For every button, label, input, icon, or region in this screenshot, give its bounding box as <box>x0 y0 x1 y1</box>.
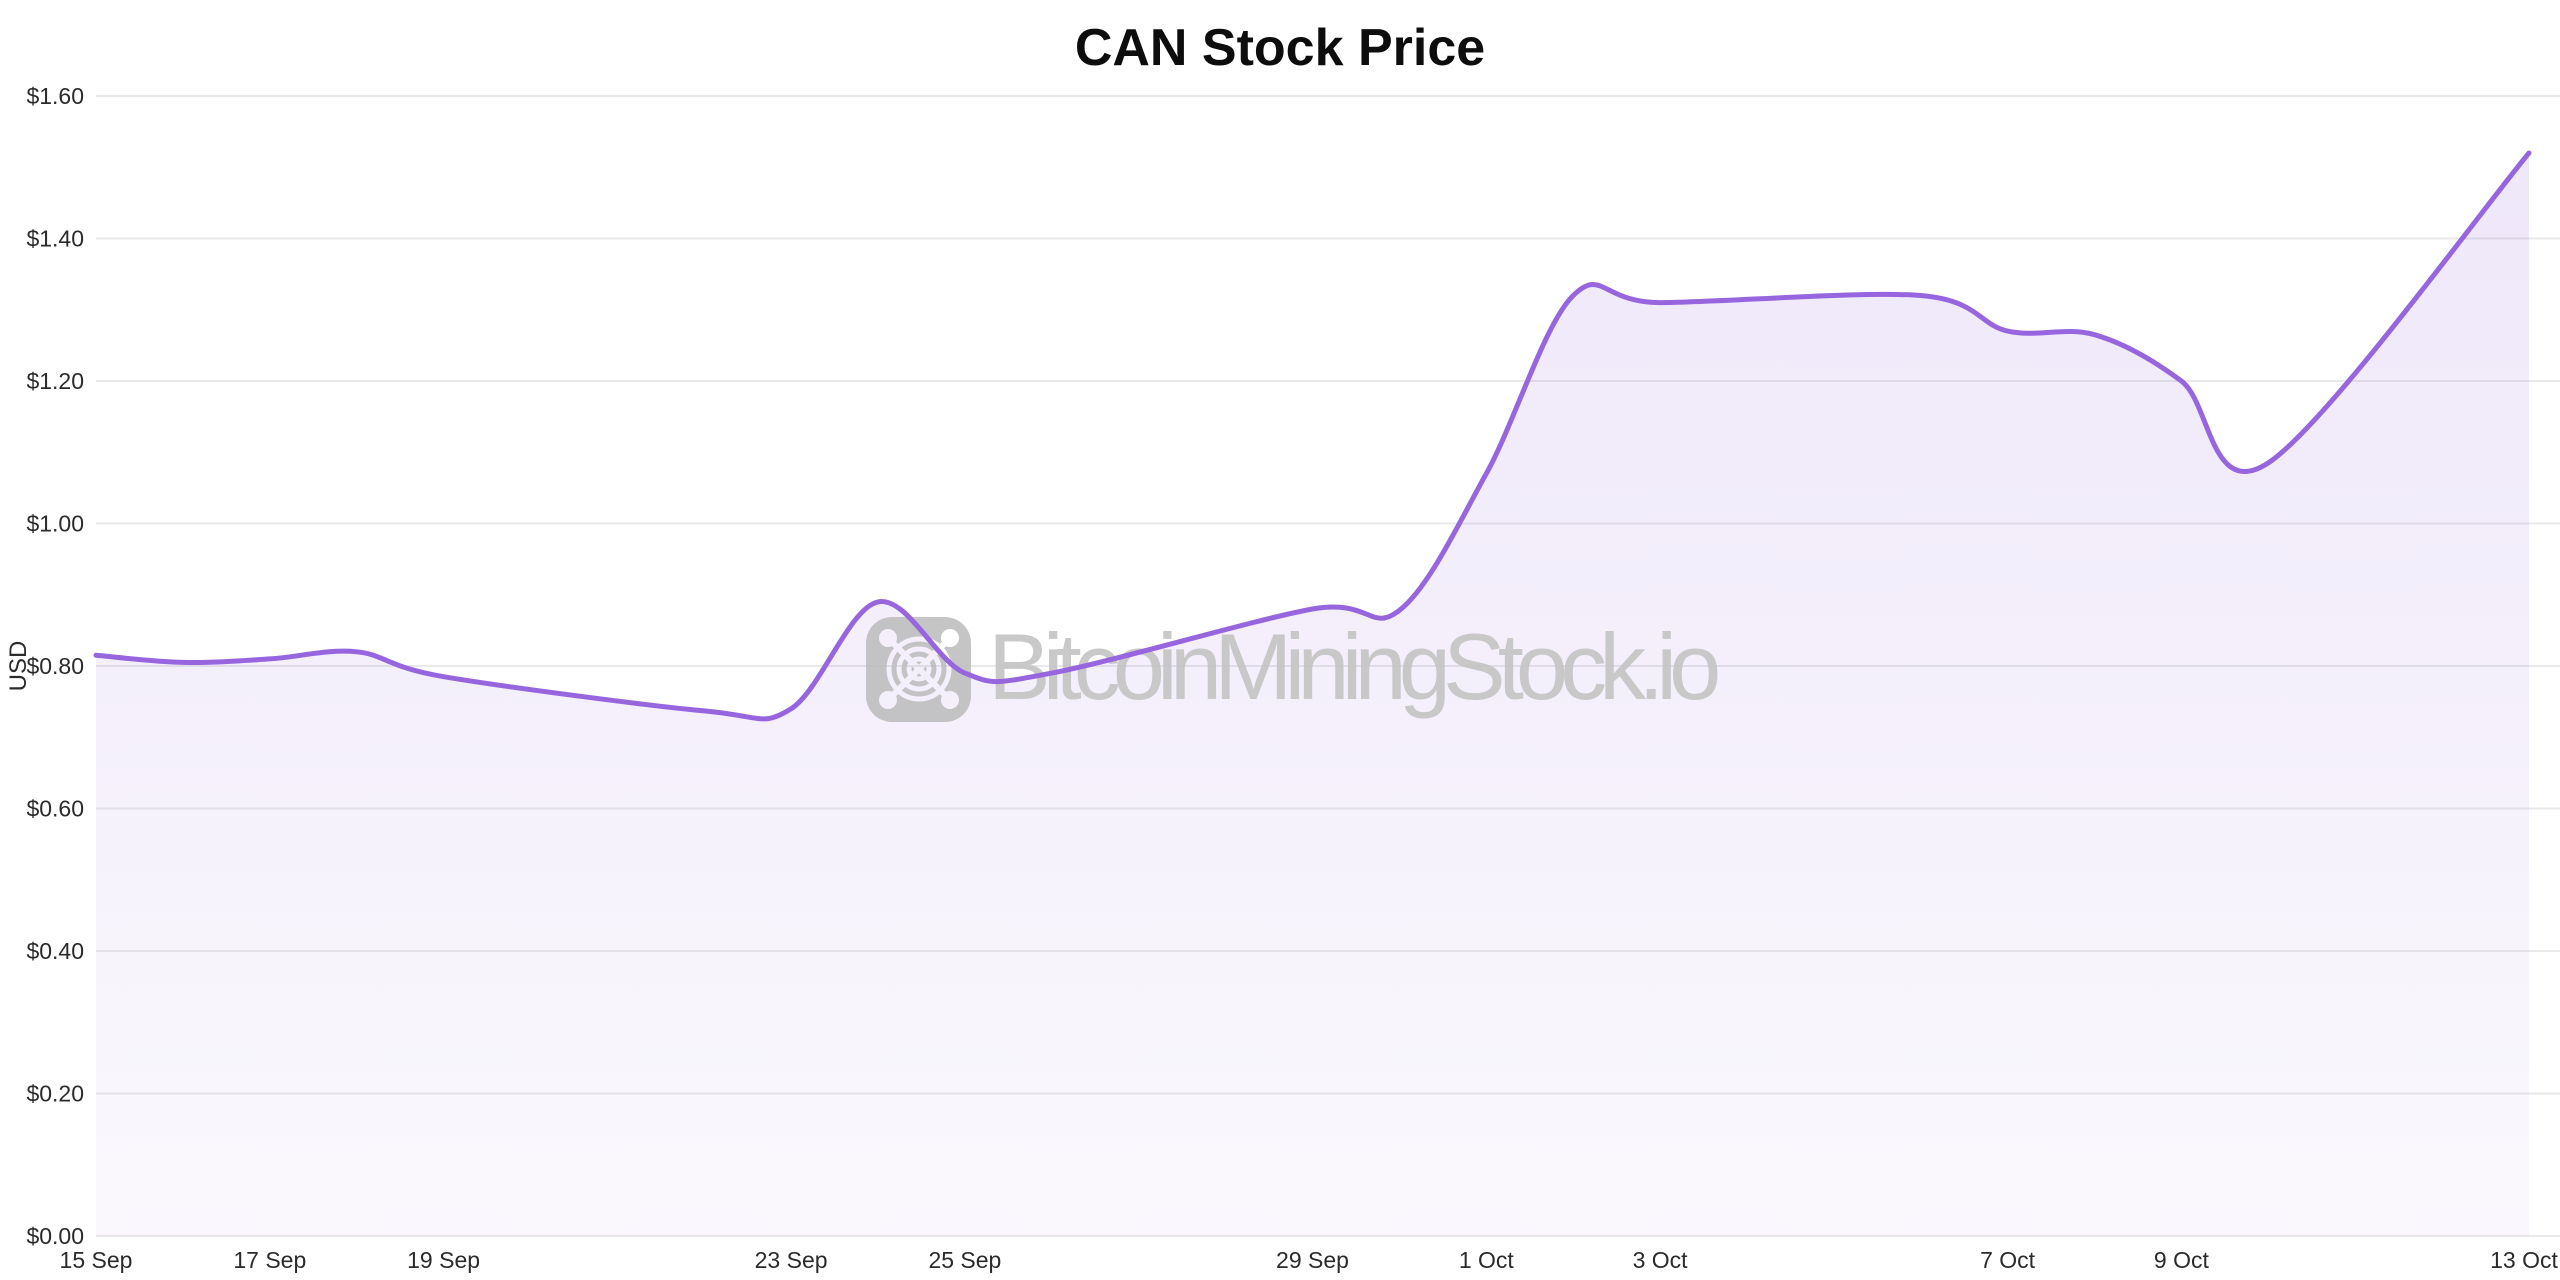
x-tick-label: 1 Oct <box>1459 1247 1515 1273</box>
x-tick-label: 15 Sep <box>60 1247 133 1273</box>
y-axis-labels: $0.00 $0.20 $0.40 $0.60 $0.80 $1.00 $1.20 $1.40… <box>26 83 84 1249</box>
x-tick-label: 23 Sep <box>755 1247 828 1273</box>
x-tick-label: 25 Sep <box>928 1247 1001 1273</box>
y-tick-label: $1.40 <box>26 226 84 252</box>
y-tick-label: $1.20 <box>26 368 84 394</box>
x-tick-label: 19 Sep <box>407 1247 480 1273</box>
price-area-fill <box>96 153 2529 1236</box>
y-tick-label: $1.60 <box>26 83 84 109</box>
x-tick-label: 13 Oct <box>2490 1247 2558 1273</box>
y-tick-label: $0.00 <box>26 1223 84 1249</box>
chart-title: CAN Stock Price <box>1075 19 1485 77</box>
x-tick-label: 7 Oct <box>1980 1247 2036 1273</box>
y-axis-title: USD <box>5 641 32 692</box>
x-tick-label: 29 Sep <box>1276 1247 1349 1273</box>
y-tick-label: $0.80 <box>26 653 84 679</box>
watermark: BitcoinMiningStock.io <box>866 614 1726 722</box>
y-tick-label: $0.60 <box>26 796 84 822</box>
y-tick-label: $0.20 <box>26 1081 84 1107</box>
mining-logo-icon <box>866 617 971 722</box>
x-tick-label: 3 Oct <box>1633 1247 1689 1273</box>
x-tick-label: 9 Oct <box>2154 1247 2210 1273</box>
watermark-text: BitcoinMiningStock.io <box>988 614 1718 719</box>
y-tick-label: $1.00 <box>26 511 84 537</box>
price-line <box>93 150 2532 722</box>
y-tick-label: $0.40 <box>26 938 84 964</box>
x-axis-labels: 15 Sep 17 Sep 19 Sep 23 Sep 25 Sep 29 Sep 1 Oc… <box>60 1247 2559 1273</box>
x-tick-label: 17 Sep <box>233 1247 306 1273</box>
